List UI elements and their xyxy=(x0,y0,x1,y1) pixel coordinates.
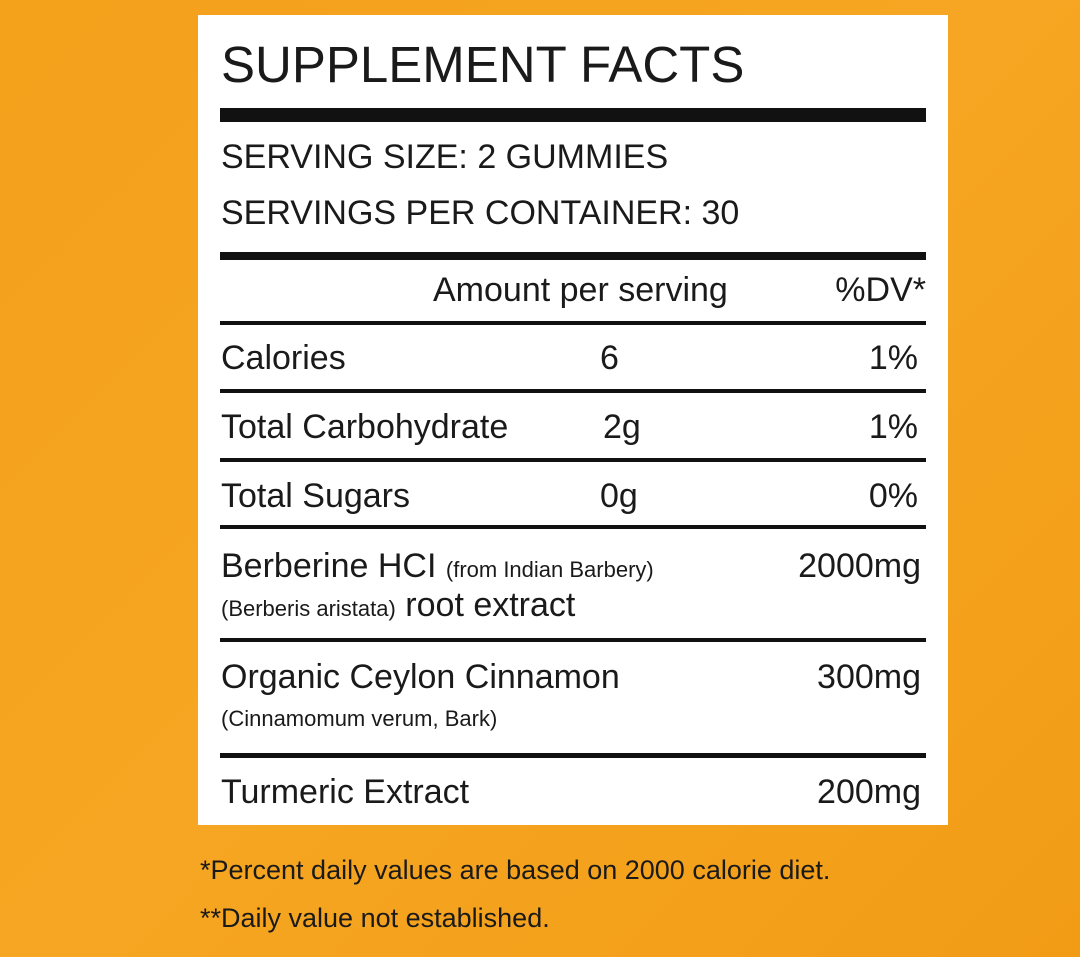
footnote: *Percent daily values are based on 2000 … xyxy=(200,855,831,885)
row-name: Total Carbohydrate xyxy=(221,408,509,446)
row-name: Total Sugars xyxy=(221,477,410,515)
row-amount: 2g xyxy=(603,408,641,446)
divider xyxy=(220,638,926,642)
ingredient-amount: 200mg xyxy=(817,773,921,811)
divider xyxy=(220,753,926,758)
divider xyxy=(220,252,926,260)
header-dv: %DV* xyxy=(835,271,926,309)
divider xyxy=(220,458,926,462)
divider xyxy=(220,321,926,325)
row-amount: 6 xyxy=(600,339,619,377)
ingredient-name: Turmeric Extract xyxy=(221,773,470,811)
row-dv: 0% xyxy=(868,477,918,515)
serving-size: SERVING SIZE: 2 GUMMIES xyxy=(221,138,669,176)
footnote: **Daily value not established. xyxy=(200,903,550,933)
divider xyxy=(220,108,926,122)
row-amount: 0g xyxy=(600,477,638,515)
ingredient-botanical: (Cinnamomum verum, Bark) xyxy=(221,706,498,731)
divider xyxy=(220,389,926,393)
row-dv: 1% xyxy=(868,408,918,446)
ingredient-part: root extract xyxy=(405,586,576,624)
row-name: Calories xyxy=(221,339,346,377)
ingredient-name: Organic Ceylon Cinnamon xyxy=(221,658,620,696)
ingredient-name: Berberine HCI xyxy=(221,547,437,585)
servings-per-container: SERVINGS PER CONTAINER: 30 xyxy=(221,194,740,232)
ingredient-botanical: (Berberis aristata) xyxy=(221,596,396,621)
ingredient-source: (from Indian Barbery) xyxy=(445,557,654,582)
ingredient-amount: 300mg xyxy=(817,658,921,696)
header-amount: Amount per serving xyxy=(433,271,728,309)
row-dv: 1% xyxy=(868,339,918,377)
ingredient-amount: 2000mg xyxy=(798,547,921,585)
divider xyxy=(220,525,926,529)
ingredient-line: (Berberis aristata) root extract xyxy=(221,585,575,626)
ingredient-line: Berberine HCI (from Indian Barbery) xyxy=(221,546,654,587)
title: SUPPLEMENT FACTS xyxy=(221,36,745,93)
facts-panel xyxy=(198,15,948,825)
